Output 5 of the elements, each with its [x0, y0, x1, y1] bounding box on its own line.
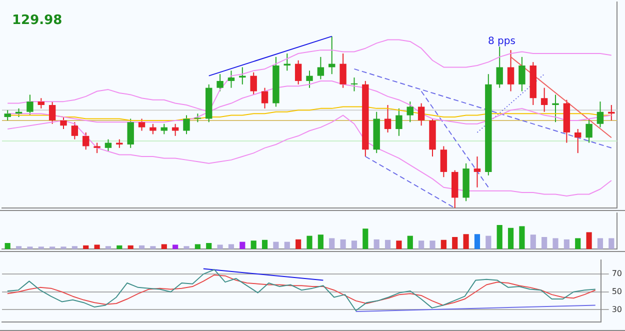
y-tick-label: 30	[612, 304, 622, 314]
text: 129.98	[12, 13, 62, 28]
y-tick-label: 70	[612, 269, 622, 278]
annotation: 8 pps	[488, 36, 516, 47]
y-tick-label: 50	[612, 286, 622, 296]
